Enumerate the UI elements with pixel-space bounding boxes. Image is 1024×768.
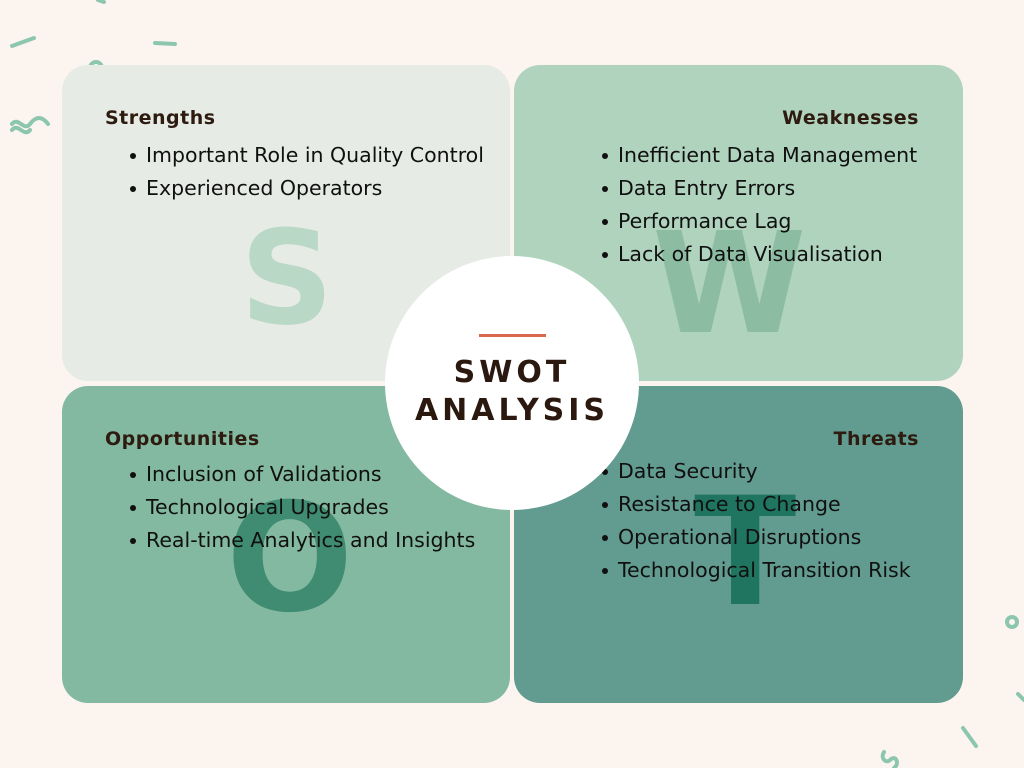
confetti-dash-2 (153, 41, 177, 46)
list-item: Technological Upgrades (129, 491, 475, 524)
list-item: Inefficient Data Management (601, 139, 917, 172)
opportunities-letter: O (226, 472, 354, 646)
strengths-list: Important Role in Quality Control Experi… (126, 139, 484, 205)
center-title-circle: SWOT ANALYSIS (385, 256, 639, 510)
list-item: Data Security (602, 455, 911, 488)
list-item: Technological Transition Risk (602, 554, 911, 587)
list-item: Inclusion of Validations (129, 458, 475, 491)
weaknesses-list: Inefficient Data Management Data Entry E… (598, 139, 917, 271)
confetti-ring-2 (1005, 615, 1019, 629)
weaknesses-title: Weaknesses (782, 107, 919, 129)
diagram-title-line-1: SWOT (453, 355, 571, 390)
confetti-squiggle-3 (880, 750, 899, 768)
weaknesses-quadrant: W Weaknesses Inefficient Data Management… (514, 65, 963, 381)
confetti-dash-5 (961, 726, 978, 748)
confetti-squiggle-2 (10, 125, 32, 135)
opportunities-title: Opportunities (105, 428, 260, 450)
diagram-title: SWOT ANALYSIS (385, 354, 639, 430)
list-item: Important Role in Quality Control (130, 139, 484, 172)
threats-letter: T (694, 466, 797, 640)
threats-title: Threats (833, 428, 919, 450)
accent-line (479, 334, 546, 337)
confetti-squiggle-1 (10, 116, 50, 129)
list-item: Performance Lag (601, 205, 917, 238)
list-item: Operational Disruptions (602, 521, 911, 554)
opportunities-list: Inclusion of Validations Technological U… (126, 458, 475, 557)
confetti-dash-6 (1016, 692, 1024, 702)
strengths-title: Strengths (105, 107, 216, 129)
list-item: Real-time Analytics and Insights (129, 524, 475, 557)
list-item: Data Entry Errors (601, 172, 917, 205)
weaknesses-letter: W (652, 203, 807, 366)
list-item: Lack of Data Visualisation (601, 238, 917, 271)
list-item: Resistance to Change (602, 488, 911, 521)
threats-list: Data Security Resistance to Change Opera… (598, 455, 911, 587)
confetti-dash-3 (96, 0, 106, 4)
diagram-title-line-2: ANALYSIS (414, 393, 610, 428)
list-item: Experienced Operators (130, 172, 484, 205)
strengths-letter: S (240, 202, 334, 354)
confetti-dash-1 (10, 36, 36, 48)
strengths-quadrant: S Strengths Important Role in Quality Co… (62, 65, 510, 381)
